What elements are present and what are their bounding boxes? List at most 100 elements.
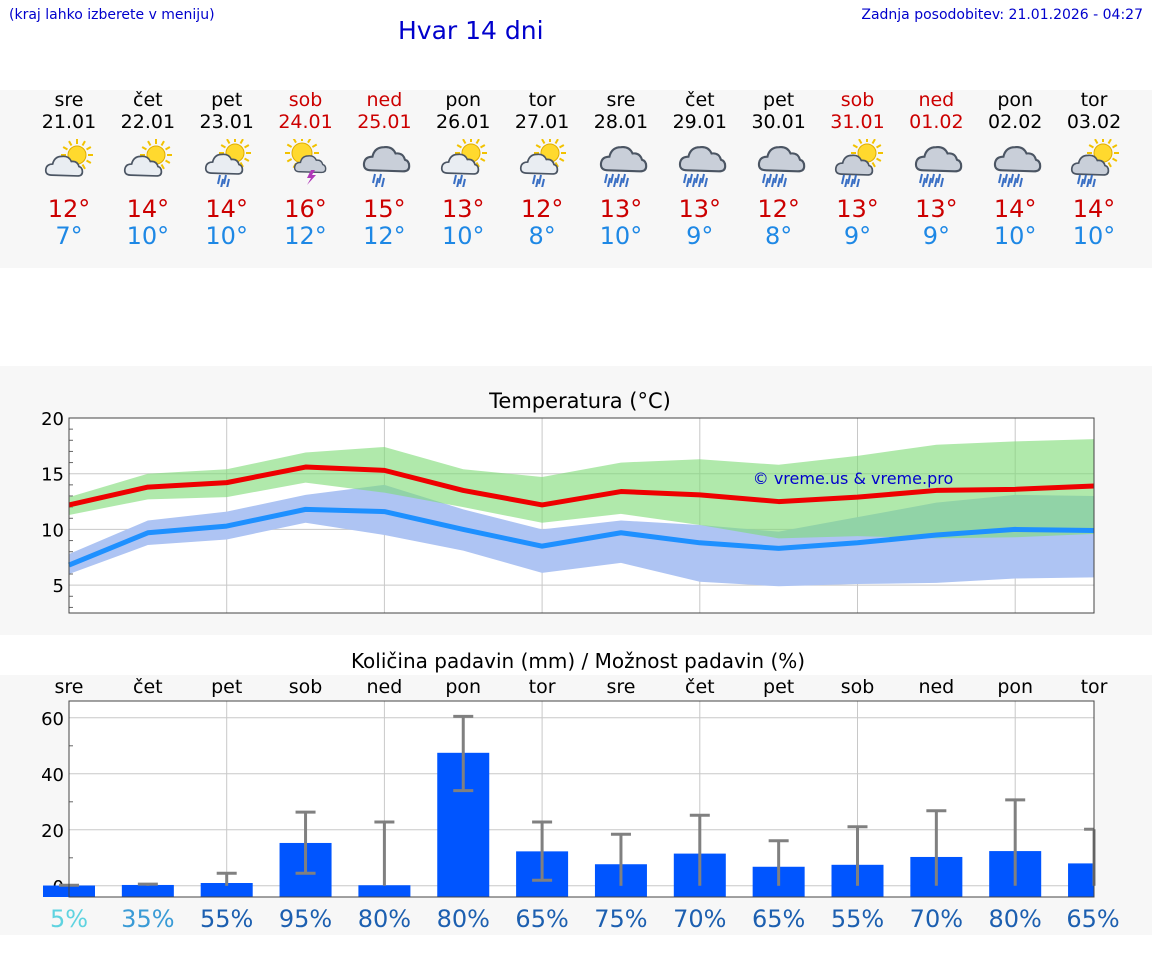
max-temp: 16°: [284, 195, 327, 223]
precip-probability-label: 5%: [50, 905, 88, 933]
precipitation-bar: [121, 884, 174, 897]
day-column: čet 22.01 14° 10°: [108, 89, 188, 250]
cloud-heavy-rain-icon: [994, 146, 1042, 187]
precip-probability-label: 75%: [594, 905, 647, 933]
precip-probability-label: 65%: [1066, 905, 1119, 933]
day-column: tor 27.01 12° 8°: [502, 89, 582, 250]
max-temperature-line: [68, 464, 1095, 508]
day-name: čet: [133, 89, 163, 111]
day-date: 27.01: [514, 111, 570, 133]
day-column: sre 28.01 13° 10°: [581, 89, 661, 250]
cloud-heavy-rain-icon: [678, 146, 727, 187]
max-temp: 12°: [757, 195, 800, 223]
sun-cloud-rain-icon: [520, 139, 567, 187]
min-temp: 12°: [284, 222, 327, 250]
day-name: sre: [606, 89, 636, 111]
day-name: tor: [1080, 89, 1108, 111]
day-column: ned 01.02 13° 9°: [896, 89, 976, 250]
day-name: ned: [366, 89, 403, 111]
y-tick-label: 10: [41, 520, 64, 541]
cloud-heavy-rain-icon: [599, 146, 648, 187]
day-name: sob: [840, 89, 875, 111]
day-name: pon: [445, 89, 482, 111]
y-tick-label: 20: [41, 409, 64, 430]
cloud-rain-icon: [363, 146, 411, 187]
day-name: pet: [211, 89, 243, 111]
daily-forecast-strip: [0, 90, 1152, 268]
precip-probability-label: 65%: [515, 905, 568, 933]
day-name: pon: [997, 89, 1034, 111]
precip-probability-label: 80%: [437, 905, 490, 933]
day-column: ned 25.01 15° 12°: [344, 89, 424, 250]
precip-day-label: čet: [133, 676, 163, 698]
day-column: pon 26.01 13° 10°: [423, 89, 503, 250]
day-date: 01.02: [909, 111, 964, 133]
sun-cloud-heavy-rain-icon: [834, 139, 883, 187]
precip-day-label: sob: [289, 676, 323, 698]
precipitation-chart-title: Količina padavin (mm) / Možnost padavin …: [351, 649, 805, 673]
max-temp: 13°: [441, 195, 485, 223]
partly-sunny-cloud-icon: [123, 139, 172, 177]
temperature-title-band: [0, 366, 1152, 410]
max-temp: 14°: [1072, 195, 1116, 223]
precip-day-label: čet: [685, 676, 715, 698]
sun-cloud-rain-icon: [204, 139, 251, 187]
y-tick-label: 15: [41, 465, 64, 486]
max-temp: 14°: [205, 195, 248, 223]
day-date: 26.01: [436, 111, 491, 133]
day-column: sob 31.01 13° 9°: [818, 89, 898, 250]
min-temp: 8°: [765, 222, 793, 250]
max-temp: 12°: [47, 195, 91, 223]
plot-frame: [68, 417, 1095, 614]
min-temp: 8°: [528, 222, 556, 250]
min-temp: 10°: [1072, 222, 1116, 250]
precip-day-label: ned: [367, 676, 403, 698]
max-temp: 13°: [599, 195, 643, 223]
day-date: 21.01: [41, 111, 97, 133]
precipitation-bar: [358, 885, 411, 897]
partly-sunny-cloud-icon: [44, 139, 93, 177]
day-name: čet: [685, 89, 715, 111]
precip-day-label: tor: [529, 676, 556, 698]
precip-day-label: pon: [445, 676, 481, 698]
precip-probability-label: 70%: [673, 905, 726, 933]
max-temp: 13°: [836, 195, 879, 223]
day-column: pet 30.01 12° 8°: [739, 89, 819, 250]
day-date: 24.01: [278, 111, 333, 133]
min-temperature-line: [68, 506, 1095, 568]
day-name: pet: [763, 89, 795, 111]
max-temp: 14°: [126, 195, 170, 223]
max-temp: 13°: [915, 195, 958, 223]
precipitation-chart: Količina padavin (mm) / Možnost padavin …: [41, 649, 1120, 933]
day-date: 02.02: [987, 111, 1043, 133]
day-name: tor: [528, 89, 556, 111]
max-temp: 12°: [520, 195, 564, 223]
min-temp: 9°: [686, 222, 714, 250]
day-column: sre 21.01 12° 7°: [29, 89, 109, 250]
cloud-heavy-rain-icon: [915, 146, 963, 187]
region-menu-hint-link[interactable]: (kraj lahko izberete v meniju): [9, 7, 215, 23]
day-column: tor 03.02 14° 10°: [1054, 89, 1134, 250]
precip-day-label: pet: [763, 676, 794, 698]
precip-day-label: pon: [997, 676, 1033, 698]
min-temp: 7°: [55, 222, 83, 250]
page-title: Hvar 14 dni: [398, 16, 544, 45]
precip-day-label: ned: [918, 676, 954, 698]
temperature-chart-title: Temperatura (°C): [488, 389, 671, 413]
precip-day-label: tor: [1081, 676, 1108, 698]
cloud-heavy-rain-icon: [757, 146, 805, 187]
day-name: ned: [918, 89, 955, 111]
day-column: čet 29.01 13° 9°: [660, 89, 740, 250]
y-tick-label: 20: [41, 821, 64, 842]
max-temp: 13°: [678, 195, 722, 223]
precip-day-label: pet: [211, 676, 242, 698]
precip-probability-label: 55%: [831, 905, 884, 933]
precip-probability-label: 80%: [358, 905, 411, 933]
precipitation-bar: [1068, 863, 1094, 897]
min-temp: 10°: [126, 222, 170, 250]
precip-probability-label: 80%: [989, 905, 1042, 933]
min-temp: 10°: [441, 222, 485, 250]
max-temperature-range-band: [69, 439, 1095, 539]
y-tick-label: 5: [53, 576, 64, 597]
precip-probability-label: 65%: [752, 905, 805, 933]
